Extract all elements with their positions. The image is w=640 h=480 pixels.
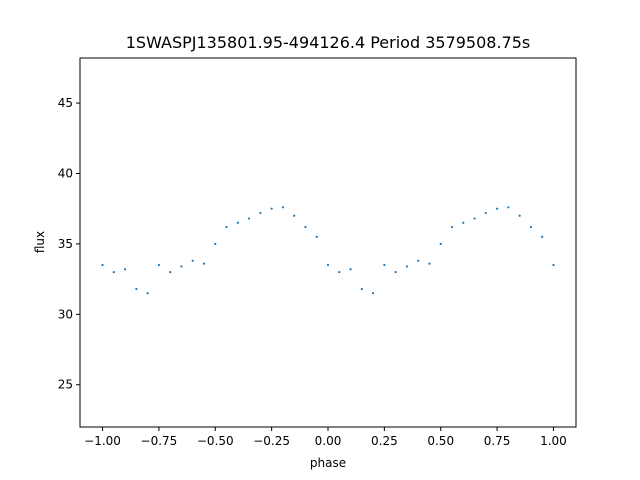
y-tick-label: 35	[58, 237, 73, 251]
data-point	[326, 263, 330, 267]
data-point	[450, 225, 454, 229]
y-tick-label: 40	[58, 166, 73, 180]
data-point	[191, 259, 194, 262]
data-point	[495, 207, 499, 210]
x-tick-label: 0.75	[484, 434, 511, 448]
data-point	[541, 235, 544, 238]
data-point	[304, 225, 307, 229]
data-point	[552, 263, 555, 267]
data-point	[417, 259, 420, 262]
x-tick-label: 1.00	[540, 434, 567, 448]
data-point	[146, 292, 149, 295]
data-point	[225, 225, 228, 229]
data-point	[270, 207, 273, 210]
data-point	[428, 262, 431, 265]
data-point	[180, 265, 183, 268]
data-point	[315, 235, 318, 238]
x-axis-label: phase	[310, 456, 346, 470]
data-point	[529, 225, 533, 229]
data-point	[214, 242, 217, 246]
y-axis-ticks: 25 30 35 40 45	[58, 96, 80, 392]
x-tick-label: 0.50	[427, 434, 454, 448]
x-tick-label: 0.25	[371, 434, 398, 448]
data-point	[236, 221, 239, 224]
data-point	[135, 287, 138, 291]
data-point	[439, 242, 442, 246]
data-point	[247, 217, 251, 220]
x-axis-ticks: −1.00 −0.75 −0.50 −0.25 0.00 0.25 0.50 0.75 1.00	[84, 427, 567, 448]
data-point	[349, 268, 352, 271]
x-tick-label: −1.00	[84, 434, 121, 448]
x-tick-label: −0.50	[197, 434, 234, 448]
data-point	[360, 287, 363, 291]
data-point	[484, 211, 487, 215]
data-point	[338, 270, 341, 274]
data-point	[462, 221, 465, 224]
data-point	[169, 270, 172, 274]
data-point	[293, 214, 296, 217]
data-point	[394, 270, 397, 274]
y-axis-label: flux	[33, 231, 47, 253]
x-tick-label: −0.75	[141, 434, 178, 448]
x-tick-label: −0.25	[253, 434, 290, 448]
data-point	[518, 214, 521, 217]
data-point	[123, 268, 127, 271]
scatter-points	[101, 206, 555, 295]
data-point	[202, 262, 206, 265]
chart-title: 1SWASPJ135801.95-494126.4 Period 3579508…	[126, 33, 531, 52]
data-point	[371, 292, 375, 295]
y-tick-label: 25	[58, 378, 73, 392]
y-tick-label: 30	[58, 307, 73, 321]
data-point	[101, 263, 104, 267]
x-tick-label: 0.00	[315, 434, 342, 448]
data-point	[259, 211, 262, 215]
y-tick-label: 45	[58, 96, 73, 110]
data-point	[405, 265, 409, 268]
data-point	[473, 217, 476, 220]
plot-frame	[79, 57, 577, 428]
data-point	[157, 263, 161, 267]
data-point	[507, 206, 510, 209]
data-point	[281, 206, 285, 209]
data-point	[112, 270, 115, 274]
data-point	[383, 263, 386, 267]
